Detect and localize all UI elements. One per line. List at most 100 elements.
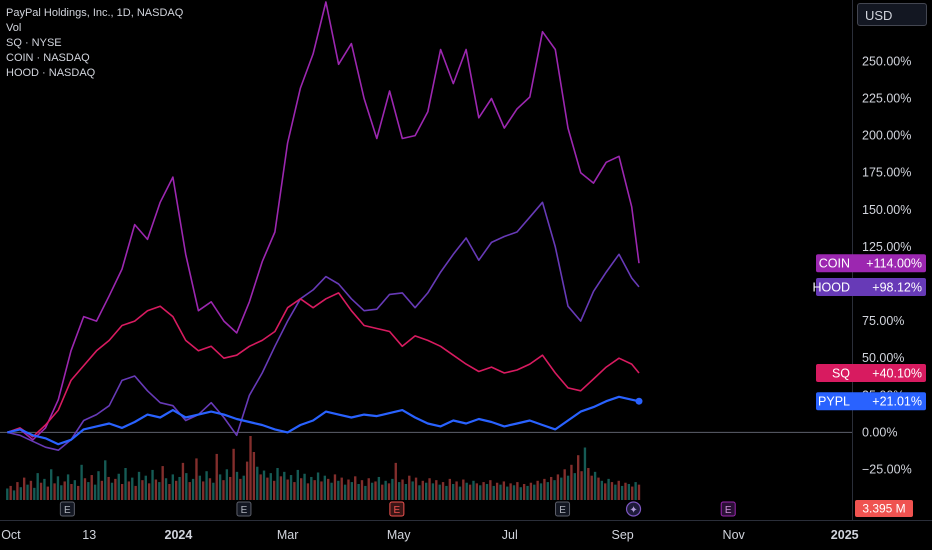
volume-bar xyxy=(394,462,397,500)
volume-bar xyxy=(316,472,320,500)
volume-bar xyxy=(411,481,414,500)
volume-bar xyxy=(563,469,566,500)
volume-bar xyxy=(147,483,151,500)
legend-volume[interactable]: Vol xyxy=(6,22,22,34)
volume-bar xyxy=(634,482,637,500)
dividend-marker-label: ✦ xyxy=(629,505,637,516)
series-badge-name: PYPL xyxy=(818,395,850,409)
volume-bar xyxy=(107,476,110,500)
volume-bar xyxy=(408,475,411,500)
volume-bar xyxy=(580,471,583,500)
volume-bar xyxy=(266,477,269,500)
volume-bar xyxy=(29,480,33,500)
y-tick-label: 0.00% xyxy=(862,425,897,439)
x-tick-label: May xyxy=(387,528,411,542)
volume-bar xyxy=(431,483,435,500)
currency-selector[interactable]: USD xyxy=(857,3,927,26)
volume-bar xyxy=(512,485,516,500)
volume-bar xyxy=(293,482,296,500)
volume-bar xyxy=(387,483,391,500)
volume-bar xyxy=(357,484,360,500)
volume-bar xyxy=(600,480,604,500)
volume-bar xyxy=(90,475,93,500)
volume-bar xyxy=(6,488,9,500)
volume-bar xyxy=(33,487,36,500)
volume-bar xyxy=(83,478,87,500)
volume-bar xyxy=(151,469,154,500)
volume-bar xyxy=(191,478,195,500)
volume-bar xyxy=(367,478,370,500)
volume-bar xyxy=(70,484,73,500)
volume-bar xyxy=(252,452,256,500)
volume-bar xyxy=(117,473,120,500)
volume-bar xyxy=(509,483,512,500)
volume-bar xyxy=(245,461,249,500)
volume-bar xyxy=(104,460,107,500)
volume-bar xyxy=(185,473,188,500)
volume-bar xyxy=(225,469,229,500)
volume-bar xyxy=(181,462,185,500)
volume-bar xyxy=(465,482,468,500)
volume-bar xyxy=(80,464,83,500)
volume-bar xyxy=(502,481,506,500)
y-tick-label: 150.00% xyxy=(862,203,911,217)
volume-bar xyxy=(350,482,354,500)
series-badge-sq xyxy=(816,364,926,383)
volume-bar xyxy=(63,481,66,500)
volume-bar xyxy=(360,480,364,500)
volume-bar xyxy=(610,482,614,500)
volume-bar xyxy=(198,475,202,500)
volume-bar xyxy=(506,486,509,500)
volume-bar xyxy=(269,473,272,500)
x-tick-label: Jul xyxy=(502,528,518,542)
volume-bar xyxy=(590,475,593,500)
volume-bar xyxy=(343,484,347,500)
volume-bar xyxy=(479,485,482,500)
series-line-coin xyxy=(7,1,640,441)
volume-bar xyxy=(337,480,340,500)
volume-bar xyxy=(340,477,343,500)
volume-bar xyxy=(212,482,215,500)
volume-bar xyxy=(458,486,462,500)
series-badge-value: +40.10% xyxy=(872,367,922,381)
volume-bar xyxy=(397,482,401,500)
volume-bar xyxy=(529,482,533,500)
volume-bar xyxy=(9,485,12,500)
volume-bar xyxy=(607,478,610,500)
volume-bar xyxy=(232,448,235,500)
legend-compare-coin[interactable]: COIN · NASDAQ xyxy=(6,52,90,64)
volume-bar xyxy=(43,478,46,500)
volume-bar xyxy=(283,471,286,500)
volume-bar xyxy=(424,482,428,500)
volume-bar xyxy=(73,480,77,500)
volume-bar xyxy=(60,485,63,500)
volume-bar xyxy=(347,479,350,500)
volume-bar xyxy=(154,479,158,500)
volume-bar xyxy=(188,482,191,500)
earnings-marker-label: E xyxy=(559,505,566,516)
volume-bar xyxy=(624,482,627,500)
x-tick-label: Oct xyxy=(1,528,21,542)
volume-bar xyxy=(516,482,519,500)
volume-bar xyxy=(364,485,367,500)
legend-main-symbol[interactable]: PayPal Holdings, Inc., 1D, NASDAQ xyxy=(6,7,184,19)
legend-compare-hood[interactable]: HOOD · NASDAQ xyxy=(6,67,96,79)
volume-bar xyxy=(475,483,479,500)
legend-compare-sq[interactable]: SQ · NYSE xyxy=(6,37,62,49)
volume-bar xyxy=(333,474,337,500)
series-badge-value: +21.01% xyxy=(872,395,922,409)
volume-bar xyxy=(39,482,43,500)
volume-bar xyxy=(137,471,141,500)
earnings-marker-label: E xyxy=(394,505,401,516)
currency-label: USD xyxy=(865,8,893,23)
earnings-marker xyxy=(389,501,405,517)
volume-bar xyxy=(495,482,499,500)
volume-bar xyxy=(306,483,310,500)
volume-bar xyxy=(404,484,408,500)
volume-bar xyxy=(381,484,384,500)
volume-bar xyxy=(570,464,573,500)
x-tick-label: 2025 xyxy=(831,528,859,542)
price-scale-panel xyxy=(852,0,932,550)
volume-bar xyxy=(208,478,212,500)
